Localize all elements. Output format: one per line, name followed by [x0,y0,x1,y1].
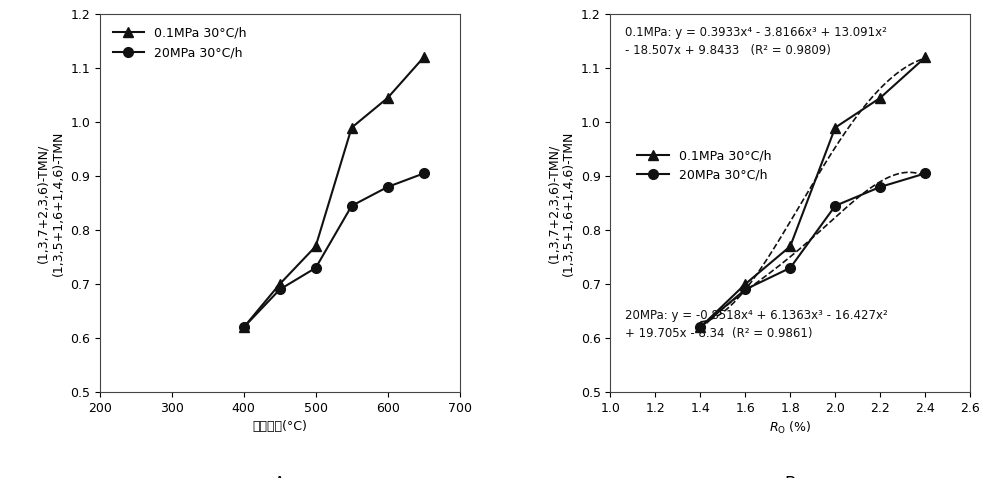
20MPa 30°C/h [310,265,322,271]
0.1MPa 30°C/h [784,243,796,249]
Text: A: A [274,475,285,478]
Line: 20MPa 30°C/h: 20MPa 30°C/h [239,169,428,332]
20MPa 30°C/h [829,203,841,209]
Y-axis label: (1,3,7+2,3,6)-TMN/
(1,3,5+1,6+1,4,6)-TMN: (1,3,7+2,3,6)-TMN/ (1,3,5+1,6+1,4,6)-TMN [547,130,575,276]
0.1MPa 30°C/h [310,243,322,249]
20MPa 30°C/h [784,265,796,271]
Line: 20MPa 30°C/h: 20MPa 30°C/h [696,169,930,332]
Line: 0.1MPa 30°C/h: 0.1MPa 30°C/h [696,53,930,332]
0.1MPa 30°C/h [739,281,751,287]
Text: B: B [785,475,796,478]
20MPa 30°C/h [346,203,358,209]
0.1MPa 30°C/h [694,325,706,330]
0.1MPa 30°C/h [418,54,430,60]
20MPa 30°C/h [418,171,430,176]
Legend: 0.1MPa 30°C/h, 20MPa 30°C/h: 0.1MPa 30°C/h, 20MPa 30°C/h [106,21,252,65]
0.1MPa 30°C/h [346,125,358,130]
Text: 0.1MPa: y = 0.3933x⁴ - 3.8166x³ + 13.091x²
- 18.507x + 9.8433   (R² = 0.9809): 0.1MPa: y = 0.3933x⁴ - 3.8166x³ + 13.091… [625,26,887,57]
0.1MPa 30°C/h [274,281,286,287]
20MPa 30°C/h [694,325,706,330]
0.1MPa 30°C/h [382,95,394,101]
0.1MPa 30°C/h [829,125,841,130]
0.1MPa 30°C/h [238,325,250,330]
X-axis label: 实验温度(°C): 实验温度(°C) [252,420,307,433]
0.1MPa 30°C/h [874,95,886,101]
Legend: 0.1MPa 30°C/h, 20MPa 30°C/h: 0.1MPa 30°C/h, 20MPa 30°C/h [631,143,777,188]
20MPa 30°C/h [739,287,751,293]
20MPa 30°C/h [238,325,250,330]
0.1MPa 30°C/h [919,54,931,60]
20MPa 30°C/h [874,184,886,190]
Text: 20MPa: y = -0.8518x⁴ + 6.1363x³ - 16.427x²
+ 19.705x - 8.34  (R² = 0.9861): 20MPa: y = -0.8518x⁴ + 6.1363x³ - 16.427… [625,309,888,340]
20MPa 30°C/h [919,171,931,176]
Y-axis label: (1,3,7+2,3,6)-TMN/
(1,3,5+1,6+1,4,6)-TMN: (1,3,7+2,3,6)-TMN/ (1,3,5+1,6+1,4,6)-TMN [37,130,65,276]
X-axis label: $R_\mathrm{O}$ (%): $R_\mathrm{O}$ (%) [769,420,811,436]
20MPa 30°C/h [274,287,286,293]
20MPa 30°C/h [382,184,394,190]
Line: 0.1MPa 30°C/h: 0.1MPa 30°C/h [239,53,428,332]
